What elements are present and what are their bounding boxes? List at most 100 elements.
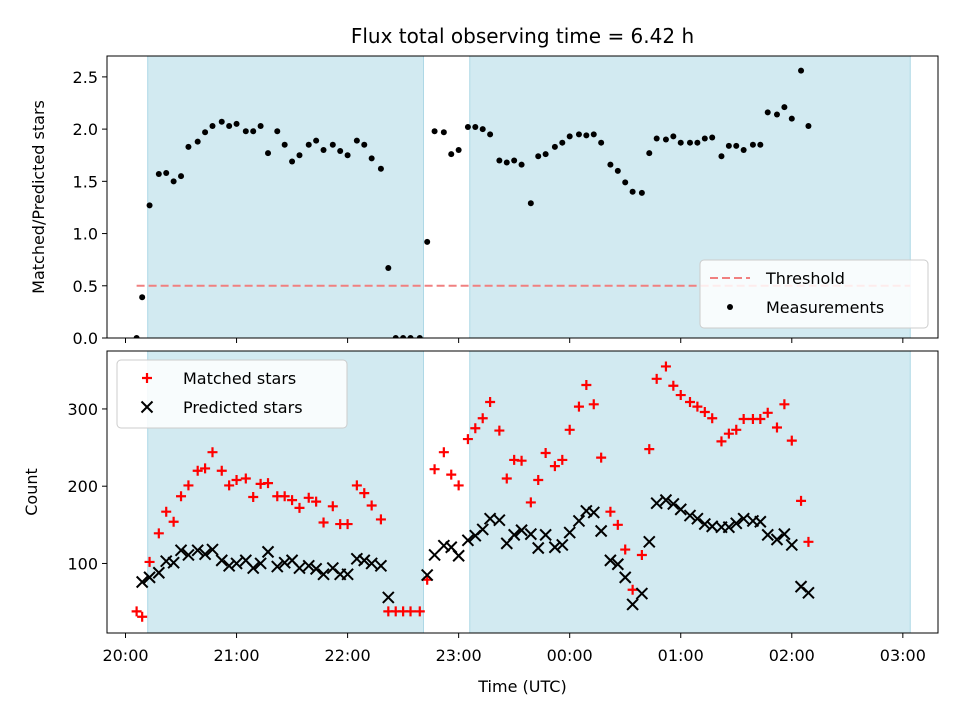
data-point	[598, 139, 605, 146]
data-point	[329, 141, 336, 148]
legend-marker	[142, 373, 152, 383]
data-point	[749, 141, 756, 148]
data-point	[805, 122, 812, 129]
data-point	[479, 126, 486, 133]
data-point	[250, 128, 257, 135]
data-point	[313, 137, 320, 144]
data-point	[798, 67, 805, 74]
data-point	[532, 541, 545, 555]
data-point	[431, 128, 438, 135]
data-point	[185, 143, 192, 150]
data-point	[382, 591, 395, 604]
data-point	[740, 147, 747, 153]
data-point	[416, 335, 423, 338]
data-point	[779, 399, 790, 410]
axes-frame	[106, 350, 939, 634]
data-point	[139, 294, 146, 301]
data-point	[778, 527, 791, 541]
data-point	[638, 189, 645, 196]
data-point	[240, 473, 251, 484]
data-point	[414, 606, 425, 617]
data-point	[651, 373, 662, 384]
data-point	[542, 151, 549, 158]
data-point	[254, 557, 267, 570]
data-point	[296, 152, 303, 159]
data-point	[730, 517, 743, 530]
data-point	[375, 514, 386, 525]
data-point	[494, 425, 505, 436]
y-tick-label: 0.5	[73, 277, 98, 296]
x-tick-label: 00:00	[547, 646, 593, 665]
data-point	[699, 407, 710, 418]
panel-ratio: 0.0 0.5 1.0 1.5 2.0 2.5 Matched/Predicted star…	[29, 55, 939, 348]
data-point	[485, 396, 496, 407]
x-tick-label: 01:00	[658, 646, 704, 665]
data-point	[263, 478, 274, 489]
data-point	[247, 561, 260, 575]
data-point	[452, 549, 465, 562]
data-point	[548, 541, 562, 554]
y-tick-label: 100	[67, 554, 98, 573]
data-point	[231, 475, 242, 486]
x-tick-label: 02:00	[769, 646, 815, 665]
data-point	[596, 452, 607, 463]
panel-counts: 100 200 300 20:00 21:00 22:00 23:00 00:00 01:00 0…	[22, 350, 939, 665]
data-point	[342, 519, 353, 530]
data-point	[305, 141, 312, 148]
data-point	[723, 428, 734, 439]
data-point	[580, 504, 593, 518]
data-point	[461, 534, 475, 547]
data-point	[344, 152, 351, 159]
data-point	[551, 143, 558, 150]
data-point	[677, 139, 684, 146]
data-point	[302, 559, 315, 572]
data-point	[781, 104, 788, 111]
data-point	[670, 133, 677, 140]
data-point	[487, 131, 494, 138]
data-point	[455, 147, 462, 153]
data-point	[368, 155, 375, 162]
data-point	[540, 447, 551, 458]
data-point	[643, 535, 656, 549]
data-point	[524, 527, 538, 541]
data-point	[420, 568, 434, 582]
data-point	[365, 557, 378, 570]
data-point	[278, 556, 291, 569]
data-point	[650, 496, 663, 510]
data-point	[215, 554, 228, 567]
data-point	[202, 129, 209, 136]
data-point	[557, 454, 568, 465]
data-point	[160, 554, 173, 568]
data-point	[271, 560, 284, 573]
data-point	[287, 495, 298, 506]
data-point	[242, 128, 249, 135]
data-point	[194, 138, 201, 145]
data-point	[155, 171, 162, 178]
data-point	[611, 558, 625, 571]
data-point	[503, 159, 510, 166]
data-point	[770, 533, 784, 546]
data-point	[626, 598, 639, 611]
data-point	[737, 512, 750, 525]
data-point	[803, 536, 814, 547]
data-point	[604, 554, 617, 567]
data-point	[786, 435, 797, 446]
x-tick-label: 22:00	[325, 646, 371, 665]
data-point	[327, 501, 338, 512]
data-point	[660, 361, 671, 372]
data-point	[170, 178, 177, 185]
data-point	[684, 396, 695, 407]
data-point	[133, 335, 140, 338]
data-point	[183, 480, 194, 491]
data-point	[725, 142, 732, 149]
x-tick-label: 20:00	[102, 646, 148, 665]
data-point	[635, 587, 649, 600]
data-point	[563, 526, 576, 539]
data-point	[605, 506, 616, 517]
data-point	[428, 548, 441, 562]
legend-label: Predicted stars	[183, 398, 303, 417]
data-point	[622, 179, 629, 186]
data-point	[167, 556, 180, 569]
x-tick-label: 23:00	[436, 646, 482, 665]
data-point	[587, 506, 600, 519]
